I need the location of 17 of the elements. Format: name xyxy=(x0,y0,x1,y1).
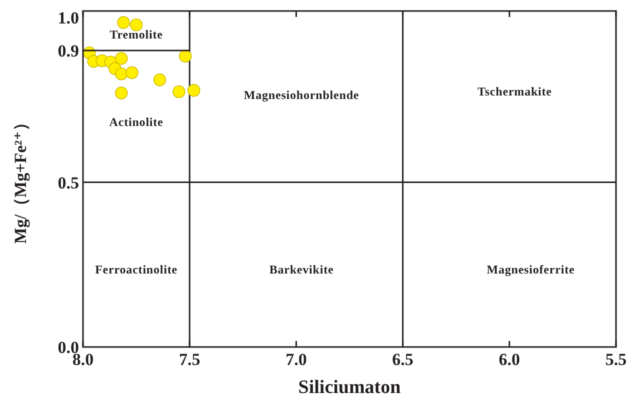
annotation: Tschermakite xyxy=(478,84,552,99)
annotation: Barkevikite xyxy=(269,262,334,277)
x-tick-label: 7.0 xyxy=(286,350,307,369)
x-axis-title: Siliciumaton xyxy=(298,377,402,398)
x-tick-label: 5.5 xyxy=(605,350,627,369)
annotation: Tremolite xyxy=(110,28,164,42)
y-tick-label: 0.5 xyxy=(58,173,79,192)
x-tick-label: 6.0 xyxy=(498,350,520,369)
annotation: Magnesioferrite xyxy=(486,262,575,277)
annotation: Ferroactinolite xyxy=(95,262,178,277)
x-tick-label: 6.5 xyxy=(392,350,414,369)
y-tick-label: 0.9 xyxy=(58,42,79,61)
y-tick-label: 1.0 xyxy=(58,8,79,28)
annotation: Magnesiohornblende xyxy=(244,88,360,102)
annotation: Actinolite xyxy=(109,114,164,129)
y-axis-title: Mg/（Mg+Fe²⁺） xyxy=(11,114,30,244)
x-tick-label: 7.5 xyxy=(178,350,200,369)
